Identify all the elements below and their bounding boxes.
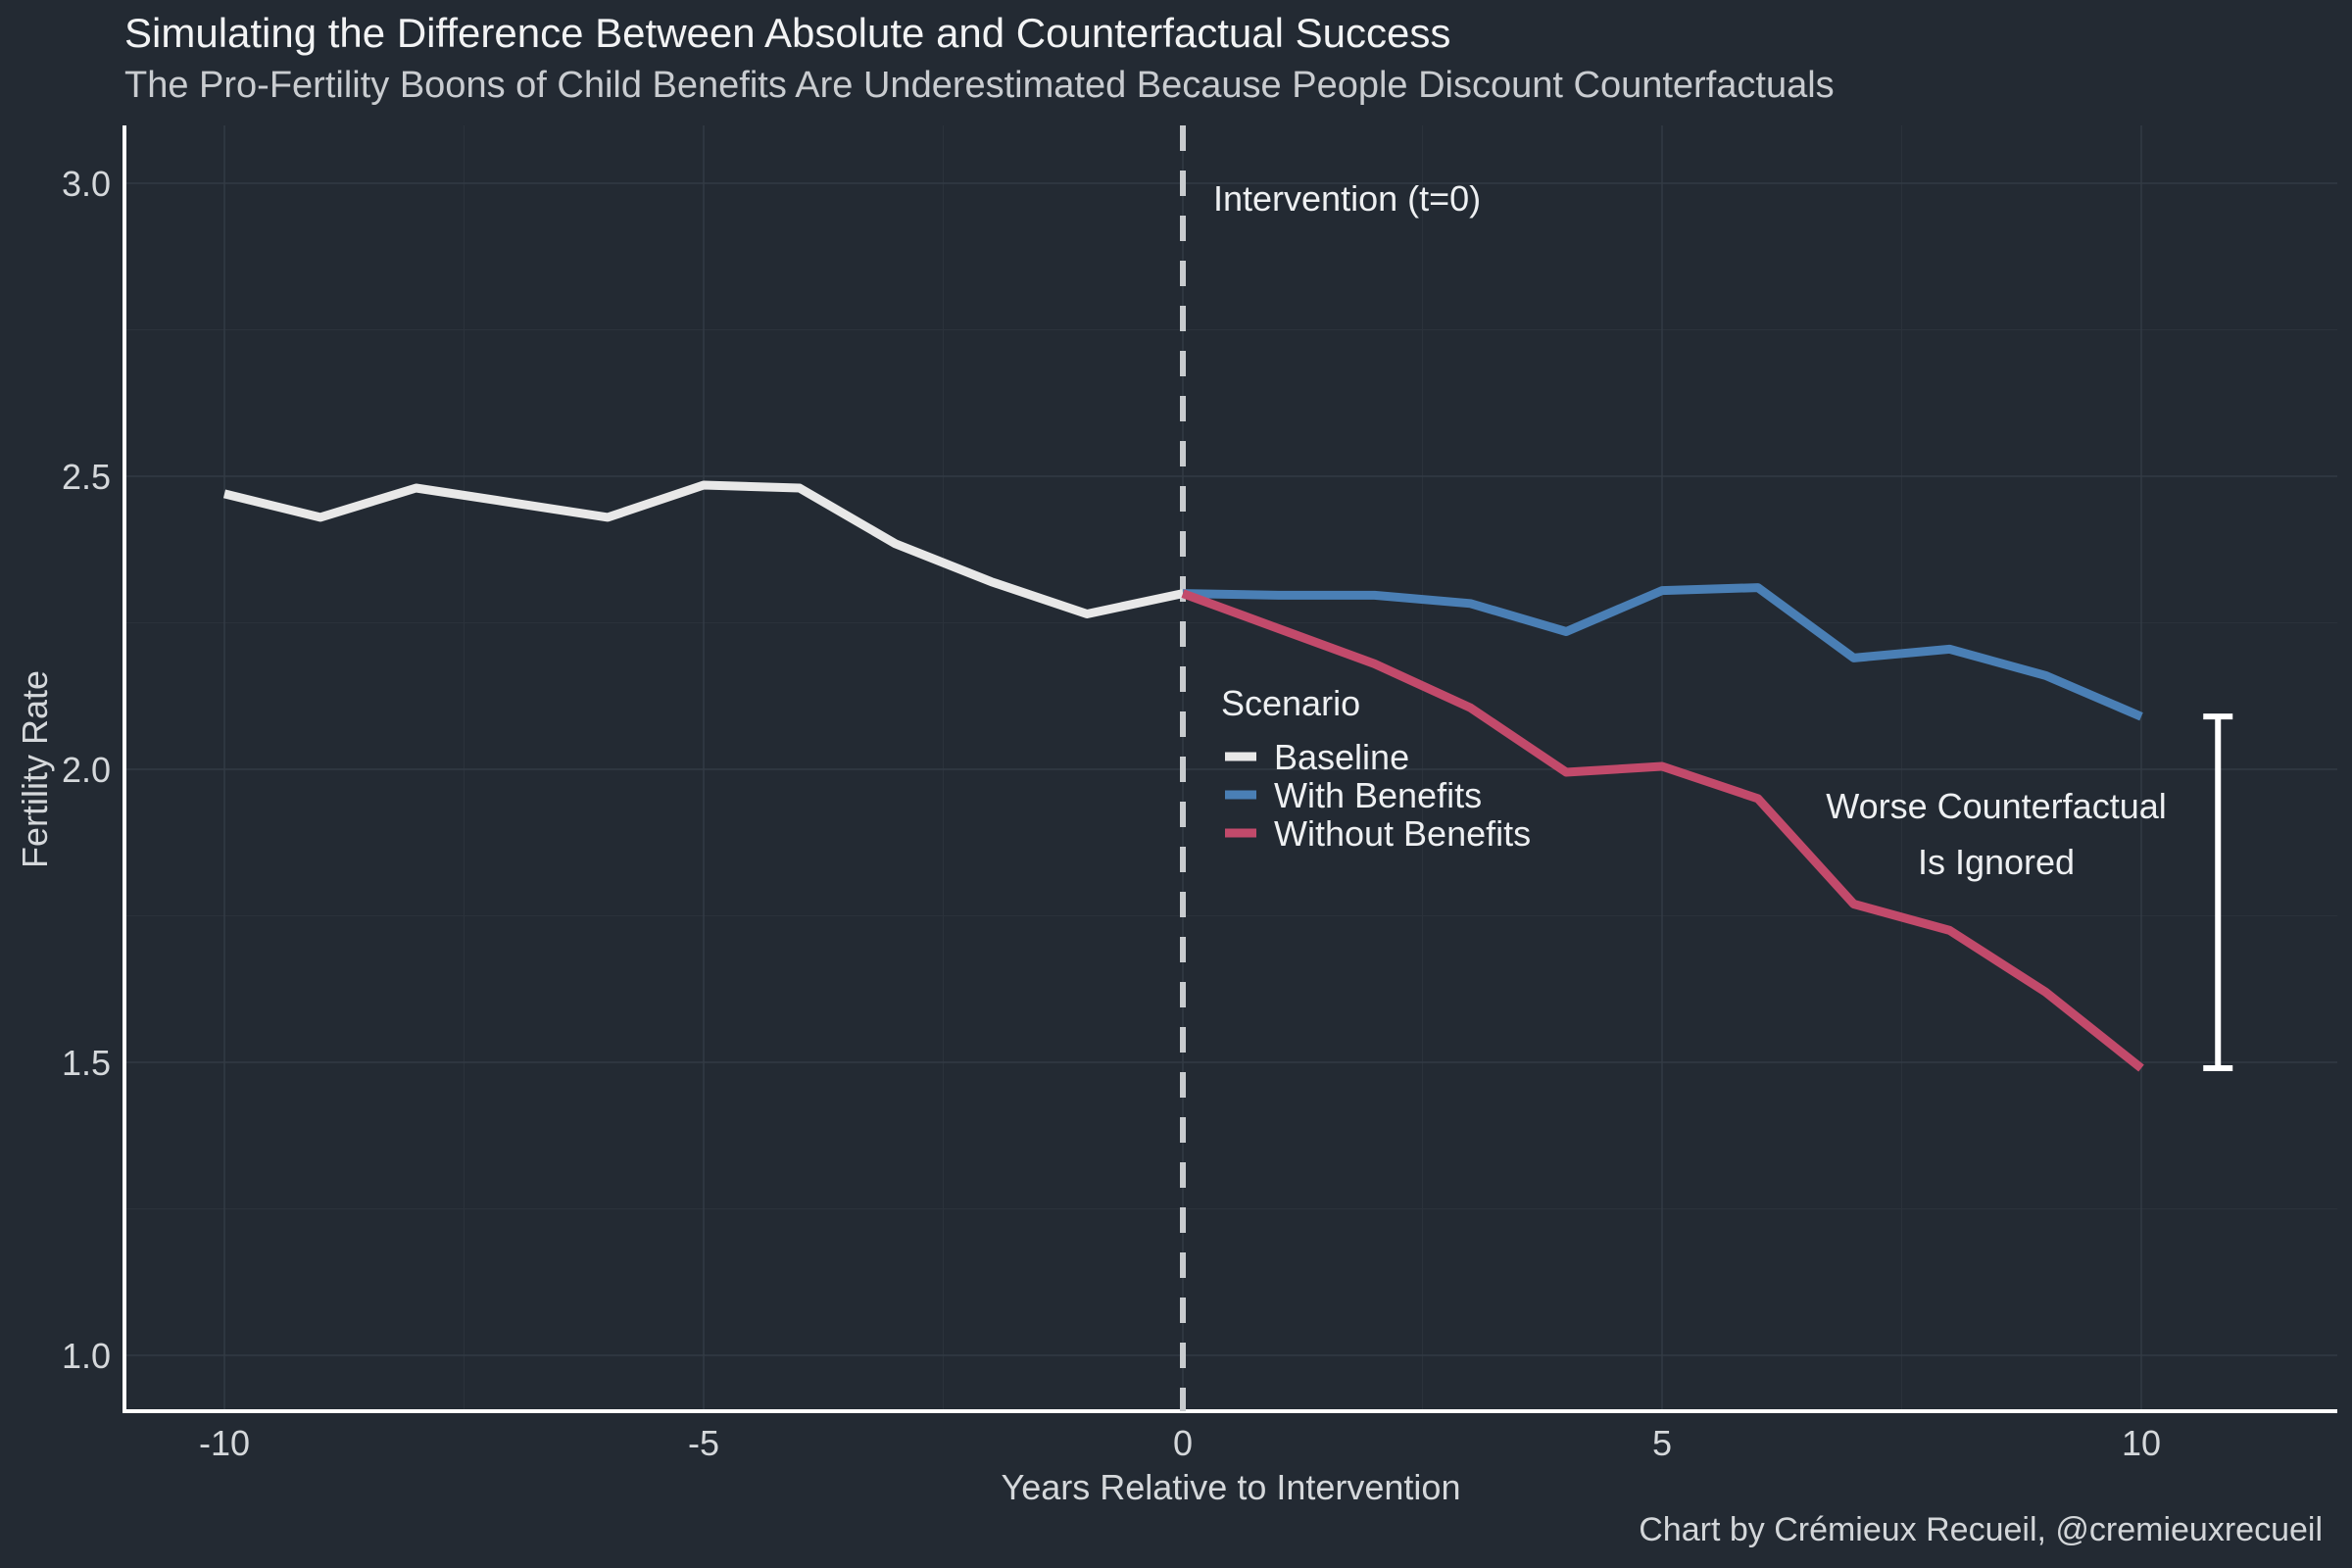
legend-title: Scenario (1221, 683, 1360, 723)
y-axis-title: Fertility Rate (15, 670, 55, 868)
series-line-with-benefits (1182, 583, 2143, 721)
intervention-label: Intervention (t=0) (1213, 178, 1481, 219)
y-tick-label: 2.0 (62, 750, 111, 790)
chart-title: Simulating the Difference Between Absolu… (124, 10, 1451, 56)
x-tick-label: 0 (1173, 1423, 1193, 1463)
series-line-without-benefits (1181, 589, 2144, 1072)
legend-label: Baseline (1274, 737, 1409, 777)
y-tick-label: 3.0 (62, 164, 111, 204)
gap-label-line2: Is Ignored (1918, 842, 2075, 882)
series-line-baseline (222, 480, 1184, 618)
y-tick-label: 1.5 (62, 1043, 111, 1083)
y-tick-label: 2.5 (62, 457, 111, 497)
x-tick-label: -10 (199, 1423, 250, 1463)
gap-label-line1: Worse Counterfactual (1826, 786, 2167, 826)
legend-label: Without Benefits (1274, 813, 1531, 854)
x-tick-label: 10 (2122, 1423, 2161, 1463)
chart-subtitle: The Pro-Fertility Boons of Child Benefit… (124, 65, 1835, 106)
legend-label: With Benefits (1274, 775, 1482, 815)
x-tick-label: 5 (1652, 1423, 1672, 1463)
y-tick-label: 1.0 (62, 1336, 111, 1376)
chart-caption: Chart by Crémieux Recueil, @cremieuxrecu… (1639, 1511, 2323, 1548)
x-tick-label: -5 (688, 1423, 719, 1463)
x-axis-title: Years Relative to Intervention (1002, 1467, 1461, 1507)
